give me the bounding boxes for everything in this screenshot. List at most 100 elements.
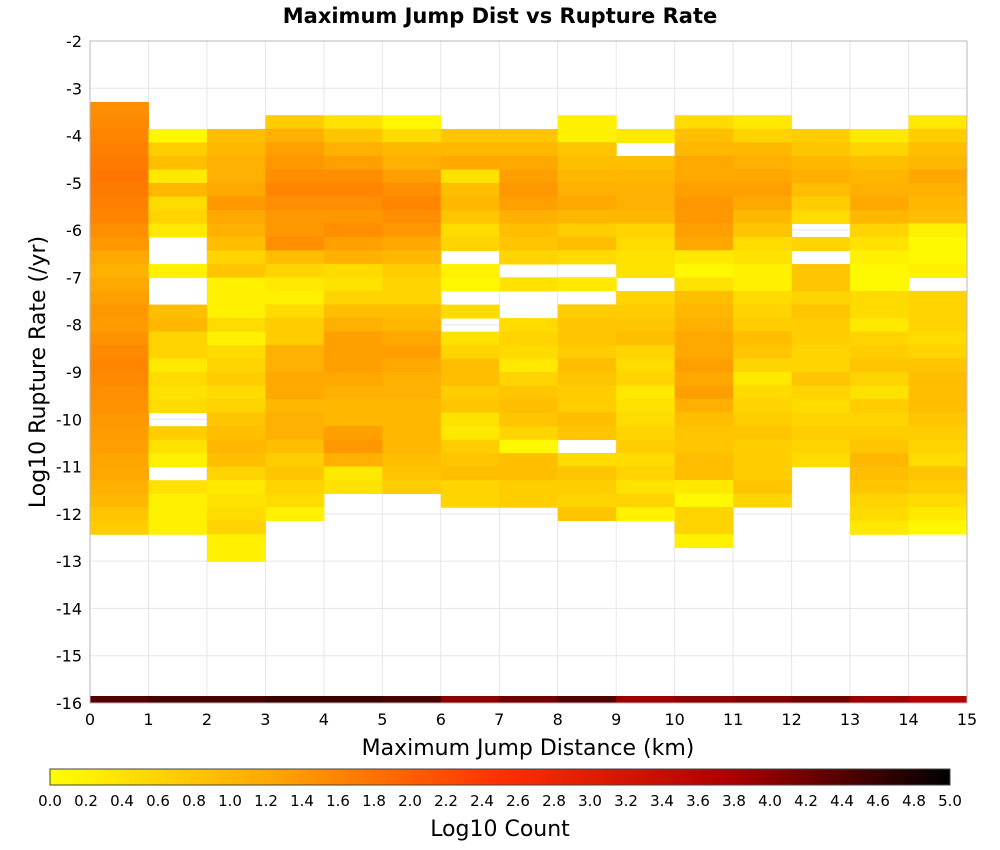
heatmap-cell <box>908 331 968 346</box>
heatmap-cell <box>850 385 910 400</box>
heatmap-cell <box>265 128 325 143</box>
heatmap-cell <box>148 426 208 441</box>
heatmap-cell <box>733 115 793 130</box>
colorbar-tick-label: 4.0 <box>758 792 782 810</box>
heatmap-cell <box>557 304 617 319</box>
heatmap-cell <box>323 290 383 305</box>
y-tick-label: -5 <box>66 174 82 193</box>
heatmap-cell <box>850 466 910 481</box>
heatmap-cell <box>90 318 149 333</box>
heatmap-cell <box>908 344 968 359</box>
heatmap-cell <box>908 520 968 535</box>
heatmap-cell <box>440 385 500 400</box>
heatmap-cell <box>440 142 500 157</box>
x-tick-label: 10 <box>664 710 684 729</box>
heatmap-cell <box>791 345 851 360</box>
heatmap-cell <box>265 425 325 440</box>
heatmap-cell <box>148 399 208 414</box>
heatmap-cell <box>148 128 208 143</box>
heatmap-cell <box>90 129 149 144</box>
colorbar-tick-label: 3.2 <box>614 792 638 810</box>
heatmap-cell <box>733 290 793 305</box>
heatmap-cell <box>557 196 617 211</box>
y-tick-label: -7 <box>66 268 82 287</box>
heatmap-cell <box>440 358 500 373</box>
heatmap-cell <box>791 277 851 292</box>
heatmap-cell <box>265 439 325 454</box>
heatmap-cell <box>616 331 676 346</box>
heatmap-cell <box>382 425 442 440</box>
heatmap-cell <box>733 493 793 508</box>
heatmap-cell <box>265 371 325 386</box>
heatmap-cell <box>265 412 325 427</box>
heatmap-cell <box>206 142 266 157</box>
heatmap-cell <box>616 453 676 468</box>
heatmap-cell <box>616 412 676 427</box>
heatmap-cell <box>206 155 266 170</box>
heatmap-cell <box>850 304 910 319</box>
heatmap-cell <box>206 277 266 292</box>
colorbar-tick-label: 0.0 <box>38 792 62 810</box>
heatmap-cell <box>674 196 734 211</box>
heatmap-cell <box>791 439 851 454</box>
heatmap-cell <box>440 331 500 346</box>
heatmap-cell <box>616 264 676 279</box>
heatmap-cell <box>265 182 325 197</box>
heatmap-cell <box>440 304 500 319</box>
heatmap-cell <box>499 128 559 143</box>
heatmap-cell <box>148 493 208 508</box>
heatmap-cell <box>908 250 968 265</box>
heatmap-cell <box>908 115 968 130</box>
heatmap-cell <box>674 358 734 373</box>
heatmap-cell <box>265 507 325 522</box>
heatmap-cell <box>616 493 676 508</box>
heatmap-cell <box>850 412 910 427</box>
heatmap-cell <box>616 223 676 238</box>
heatmap-cell <box>674 507 734 522</box>
heatmap-cell <box>908 304 968 319</box>
heatmap-cell <box>791 412 851 427</box>
heatmap-cell <box>323 452 383 467</box>
heatmap-cell <box>791 385 851 400</box>
heatmap-cell <box>148 210 208 225</box>
heatmap-cell <box>440 210 500 225</box>
heatmap-cell <box>616 210 676 225</box>
heatmap-cell <box>499 399 559 414</box>
colorbar-tick-labels: 0.0 0.2 0.4 0.6 0.8 1.0 1.2 1.4 1.6 1.8 2.0 2.2 2.4 2… <box>38 792 962 810</box>
heatmap-cell <box>850 399 910 414</box>
bottom-band-cell <box>908 696 968 703</box>
heatmap-cell <box>674 263 734 278</box>
heatmap-cell <box>440 412 500 427</box>
heatmap-cell <box>382 263 442 278</box>
heatmap-cell <box>382 452 442 467</box>
heatmap-cell <box>265 142 325 157</box>
heatmap-cell <box>674 398 734 413</box>
heatmap-cell <box>148 142 208 157</box>
heatmap-cell <box>499 196 559 211</box>
heatmap-cell <box>791 128 851 143</box>
heatmap-cell <box>557 169 617 184</box>
heatmap-cell <box>733 479 793 495</box>
heatmap-cell <box>557 385 617 400</box>
heatmap-cell <box>382 439 442 454</box>
heatmap-cell <box>557 128 617 143</box>
heatmap-cell <box>206 439 266 454</box>
heatmap-cell <box>323 155 383 170</box>
x-tick-label: 8 <box>553 710 563 729</box>
heatmap-cell <box>557 115 617 130</box>
x-tick-label: 13 <box>840 710 860 729</box>
heatmap-cell <box>90 196 149 211</box>
heatmap-cell <box>323 331 383 346</box>
heatmap-cell <box>440 372 500 387</box>
heatmap-cell <box>90 101 149 117</box>
heatmap-cell <box>850 128 910 143</box>
heatmap-cell <box>265 169 325 184</box>
colorbar-tick-label: 2.4 <box>470 792 494 810</box>
heatmap-cell <box>323 466 383 481</box>
heatmap-cell <box>206 493 266 508</box>
heatmap-cell <box>499 142 559 157</box>
bottom-band-cell <box>499 696 559 703</box>
heatmap-cell <box>733 398 793 413</box>
heatmap-cell <box>323 263 383 278</box>
